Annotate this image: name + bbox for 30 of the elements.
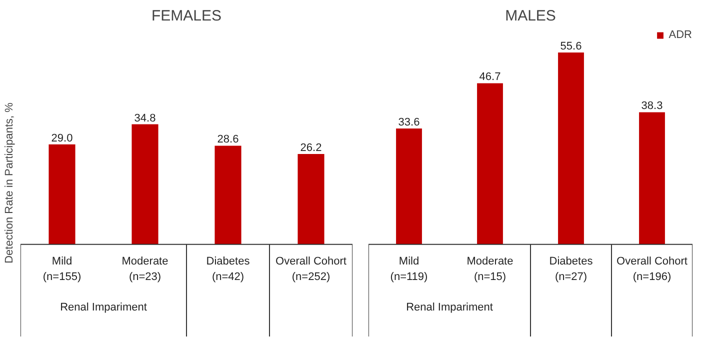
text: Renal Impariment <box>406 302 493 314</box>
data-label: 34.8 <box>134 112 156 124</box>
legend-label: ADR <box>668 29 692 41</box>
y-axis-title: Detection Rate in Participants, % <box>4 102 16 264</box>
bar <box>298 154 324 244</box>
bar <box>558 52 584 244</box>
x-tick-label: Mild (n=155) <box>42 256 82 284</box>
x-tick-label: Diabetes (n=42) <box>206 256 250 284</box>
bar <box>396 128 422 244</box>
chart-title: MALES <box>505 8 556 24</box>
bar <box>132 124 158 244</box>
data-label: 29.0 <box>51 132 73 144</box>
x-tick-label: Mild (n=119) <box>390 256 428 284</box>
bar <box>48 144 76 244</box>
x-tick-label: Overall Cohort (n=196) <box>616 256 688 284</box>
chart-title: FEMALES <box>151 8 222 24</box>
text: Renal Impariment <box>60 302 147 314</box>
x-tick-label: Diabetes (n=27) <box>549 256 594 284</box>
x-tick-label: Moderate (n=23) <box>122 256 168 284</box>
data-label: 33.6 <box>398 116 420 128</box>
bar <box>214 146 242 244</box>
x-tick-label: Overall Cohort (n=252) <box>276 256 346 284</box>
data-label: 55.6 <box>560 40 582 53</box>
data-label: 46.7 <box>479 71 501 84</box>
data-label: 28.6 <box>217 134 239 146</box>
bar <box>477 83 503 244</box>
data-label: 26.2 <box>300 142 322 154</box>
bar <box>639 112 665 244</box>
data-label: 38.3 <box>641 100 663 112</box>
x-tick-label: Moderate (n=15) <box>466 256 514 284</box>
